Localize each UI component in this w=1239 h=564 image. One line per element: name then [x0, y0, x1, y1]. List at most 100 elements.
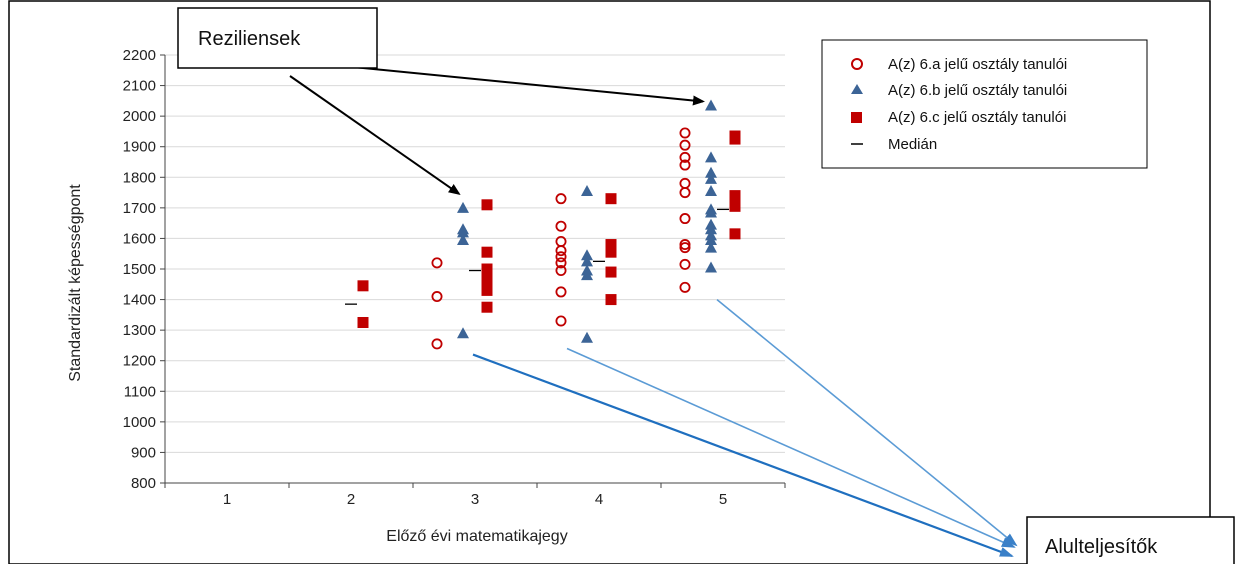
point-6c	[605, 246, 617, 258]
y-tick-label: 1900	[123, 139, 156, 156]
alulteljesitok-arrow	[566, 347, 1016, 548]
point-6b	[705, 241, 717, 253]
y-tick-label: 1300	[123, 322, 156, 339]
point-6c	[605, 193, 617, 205]
chart-frame	[8, 0, 1211, 564]
point-6a	[679, 127, 691, 139]
median-marks	[345, 208, 729, 305]
point-6b	[705, 99, 717, 111]
callout-alulteljesitok: Alulteljesítők	[1026, 516, 1235, 564]
callout-reziliensek-box	[177, 7, 378, 69]
x-tick-label: 2	[347, 491, 355, 508]
alulteljesitok-arrow	[472, 353, 1014, 558]
point-6a	[431, 338, 443, 350]
callout-alulteljesitok-label: Alulteljesítők	[1045, 536, 1158, 558]
point-6b	[581, 185, 593, 197]
legend: A(z) 6.a jelű osztály tanulói A(z) 6.b j…	[821, 39, 1148, 169]
y-tick-label: 1700	[123, 200, 156, 217]
point-6c	[729, 200, 741, 212]
point-6c	[481, 199, 493, 211]
point-6c	[605, 266, 617, 278]
point-6b	[705, 151, 717, 163]
point-6c	[605, 239, 617, 251]
y-tick-label: 1800	[123, 169, 156, 186]
point-6b	[581, 331, 593, 343]
point-6a	[555, 251, 567, 263]
point-6a	[555, 286, 567, 298]
point-6b	[705, 166, 717, 178]
point-6a	[679, 242, 691, 254]
point-6c	[729, 228, 741, 240]
point-6a	[555, 257, 567, 269]
point-6a	[555, 220, 567, 232]
point-6a	[679, 258, 691, 270]
y-tick-label: 2000	[123, 108, 156, 125]
point-6b	[705, 261, 717, 273]
y-tick-label: 1000	[123, 414, 156, 431]
point-6c	[481, 277, 493, 289]
point-6c	[605, 294, 617, 306]
point-6b	[581, 269, 593, 281]
y-tick-label: 900	[131, 444, 156, 461]
point-6b	[705, 223, 717, 235]
point-6c	[729, 190, 741, 202]
legend-label-6a: A(z) 6.a jelű osztály tanulói	[888, 56, 1067, 73]
point-6a	[431, 291, 443, 303]
point-6a	[679, 187, 691, 199]
point-6a	[431, 257, 443, 269]
point-6a	[679, 139, 691, 151]
point-6a	[679, 281, 691, 293]
legend-marker-6c	[851, 112, 862, 123]
point-6a	[679, 239, 691, 251]
point-6b	[705, 185, 717, 197]
x-tick-label: 3	[471, 491, 479, 508]
y-tick-label: 2100	[123, 78, 156, 95]
point-6a	[679, 159, 691, 171]
point-6a	[679, 151, 691, 163]
point-6a	[555, 193, 567, 205]
point-6c	[357, 280, 369, 292]
callout-alulteljesitok-box	[1026, 516, 1235, 564]
y-tick-label: 2200	[123, 47, 156, 64]
point-6a	[555, 245, 567, 257]
legend-marker-6a	[851, 58, 863, 70]
point-6c	[481, 246, 493, 258]
y-tick-label: 1500	[123, 261, 156, 278]
y-tick-label: 1600	[123, 230, 156, 247]
y-axis-title: Standardizált képességpont	[67, 184, 84, 382]
y-tick-label: 1100	[124, 383, 156, 400]
point-6b	[581, 255, 593, 267]
point-6b	[457, 233, 469, 245]
point-6c	[357, 317, 369, 328]
legend-label-6b: A(z) 6.b jelű osztály tanulói	[888, 82, 1067, 99]
reziliensek-arrow	[289, 75, 461, 196]
y-tick-labels: 800 900 1000 1100 1200 1300 1400 1500 1600 1700 18…	[123, 47, 156, 492]
callout-reziliensek-label: Reziliensek	[198, 28, 301, 50]
point-6c	[481, 284, 493, 296]
x-tick-label: 5	[719, 491, 727, 508]
x-tick-labels: 1 2 3 4 5	[223, 491, 727, 508]
point-6c	[481, 301, 493, 313]
point-6b	[457, 226, 469, 238]
point-6b	[457, 327, 469, 339]
legend-box	[821, 39, 1148, 169]
x-tick-label: 1	[223, 491, 231, 508]
alulteljesitok-arrow	[716, 298, 1018, 547]
y-tick-label: 1200	[123, 353, 156, 370]
point-6b	[705, 206, 717, 218]
point-6c	[481, 268, 493, 280]
point-6b	[581, 249, 593, 261]
legend-marker-6b	[851, 84, 863, 94]
x-axis-title: Előző évi matematikajegy	[386, 528, 567, 545]
y-tick-label: 1400	[123, 292, 156, 309]
point-6a	[679, 213, 691, 225]
legend-label-6c: A(z) 6.c jelű osztály tanulói	[888, 109, 1066, 126]
point-6a	[555, 315, 567, 327]
point-6b	[457, 201, 469, 213]
point-6a	[679, 177, 691, 189]
legend-label-median: Medián	[888, 136, 937, 153]
point-6b	[705, 172, 717, 184]
callout-reziliensek: Reziliensek	[177, 7, 378, 69]
axes	[160, 54, 786, 488]
point-6c	[729, 133, 741, 145]
